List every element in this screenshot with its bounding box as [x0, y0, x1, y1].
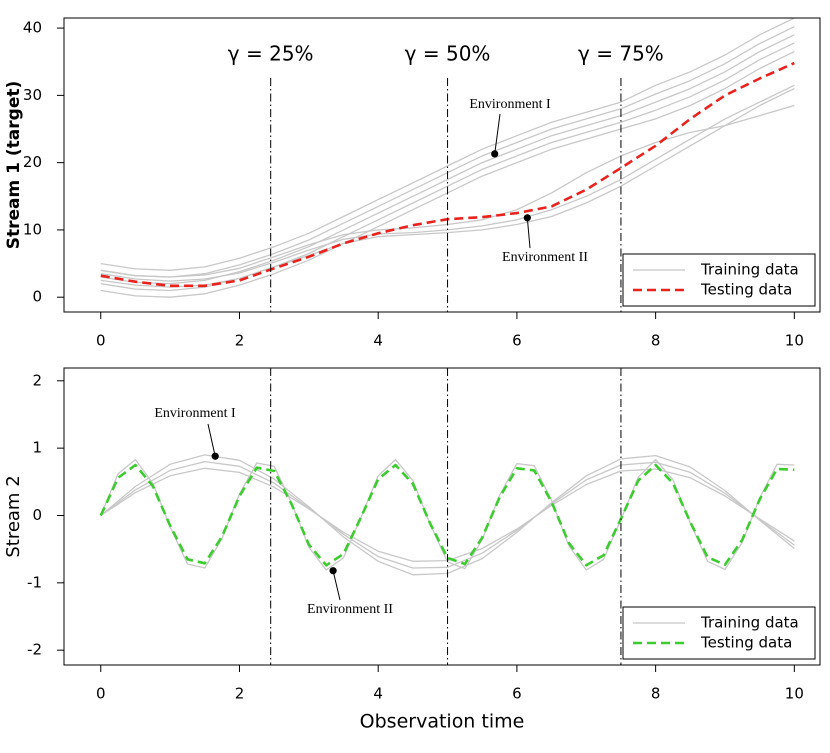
threshold-label: γ = 75% — [578, 42, 664, 66]
training-line — [100, 18, 795, 271]
x-tick-label: 2 — [235, 685, 245, 703]
y-tick-label: 2 — [32, 371, 42, 389]
training-line — [100, 460, 795, 569]
callout-label: Environment I — [469, 97, 551, 112]
callout-label: Environment II — [307, 602, 393, 617]
x-tick-label: 6 — [512, 332, 522, 350]
y-axis-label: Stream 2 — [3, 475, 24, 557]
y-tick-label: -2 — [27, 641, 42, 659]
callout-label: Environment II — [502, 250, 588, 265]
legend-box — [622, 606, 816, 660]
x-tick-label: 0 — [96, 685, 106, 703]
callout-point — [523, 214, 531, 222]
callout-line — [526, 217, 531, 249]
callout-line — [332, 570, 341, 601]
x-tick-label: 4 — [373, 332, 383, 350]
threshold-label: γ = 50% — [405, 42, 491, 66]
y-tick-label: 0 — [32, 506, 42, 524]
x-tick-label: 10 — [785, 332, 804, 350]
legend-label: Testing data — [700, 634, 792, 652]
x-tick-label: 4 — [373, 685, 383, 703]
y-tick-label: 30 — [23, 86, 42, 104]
y-axis-label: Stream 1 (target) — [4, 81, 24, 249]
callout-point — [329, 567, 337, 575]
y-tick-label: -1 — [27, 573, 42, 591]
y-tick-label: 40 — [23, 19, 42, 37]
legend-label: Training data — [700, 261, 799, 279]
x-axis-label: Observation time — [360, 711, 525, 733]
callout-point — [491, 150, 499, 158]
callout-label: Environment I — [154, 406, 236, 421]
testing-line — [99, 463, 795, 567]
x-tick-label: 2 — [235, 332, 245, 350]
y-tick-label: 0 — [32, 288, 42, 306]
x-tick-label: 0 — [96, 332, 106, 350]
callout-line — [494, 113, 501, 154]
legend-box — [622, 253, 816, 307]
x-tick-label: 8 — [651, 685, 661, 703]
x-tick-label: 6 — [512, 685, 522, 703]
y-tick-label: 1 — [32, 439, 42, 457]
plot-frame — [63, 17, 821, 313]
threshold-label: γ = 25% — [228, 42, 314, 66]
y-tick-label: 10 — [23, 220, 42, 238]
x-tick-label: 10 — [785, 685, 804, 703]
legend-label: Testing data — [700, 281, 792, 299]
callout-line — [207, 423, 216, 457]
legend-label: Training data — [700, 614, 799, 632]
callout-point — [211, 452, 219, 460]
plot-frame — [63, 367, 821, 666]
y-tick-label: 20 — [23, 153, 42, 171]
x-tick-label: 8 — [651, 332, 661, 350]
